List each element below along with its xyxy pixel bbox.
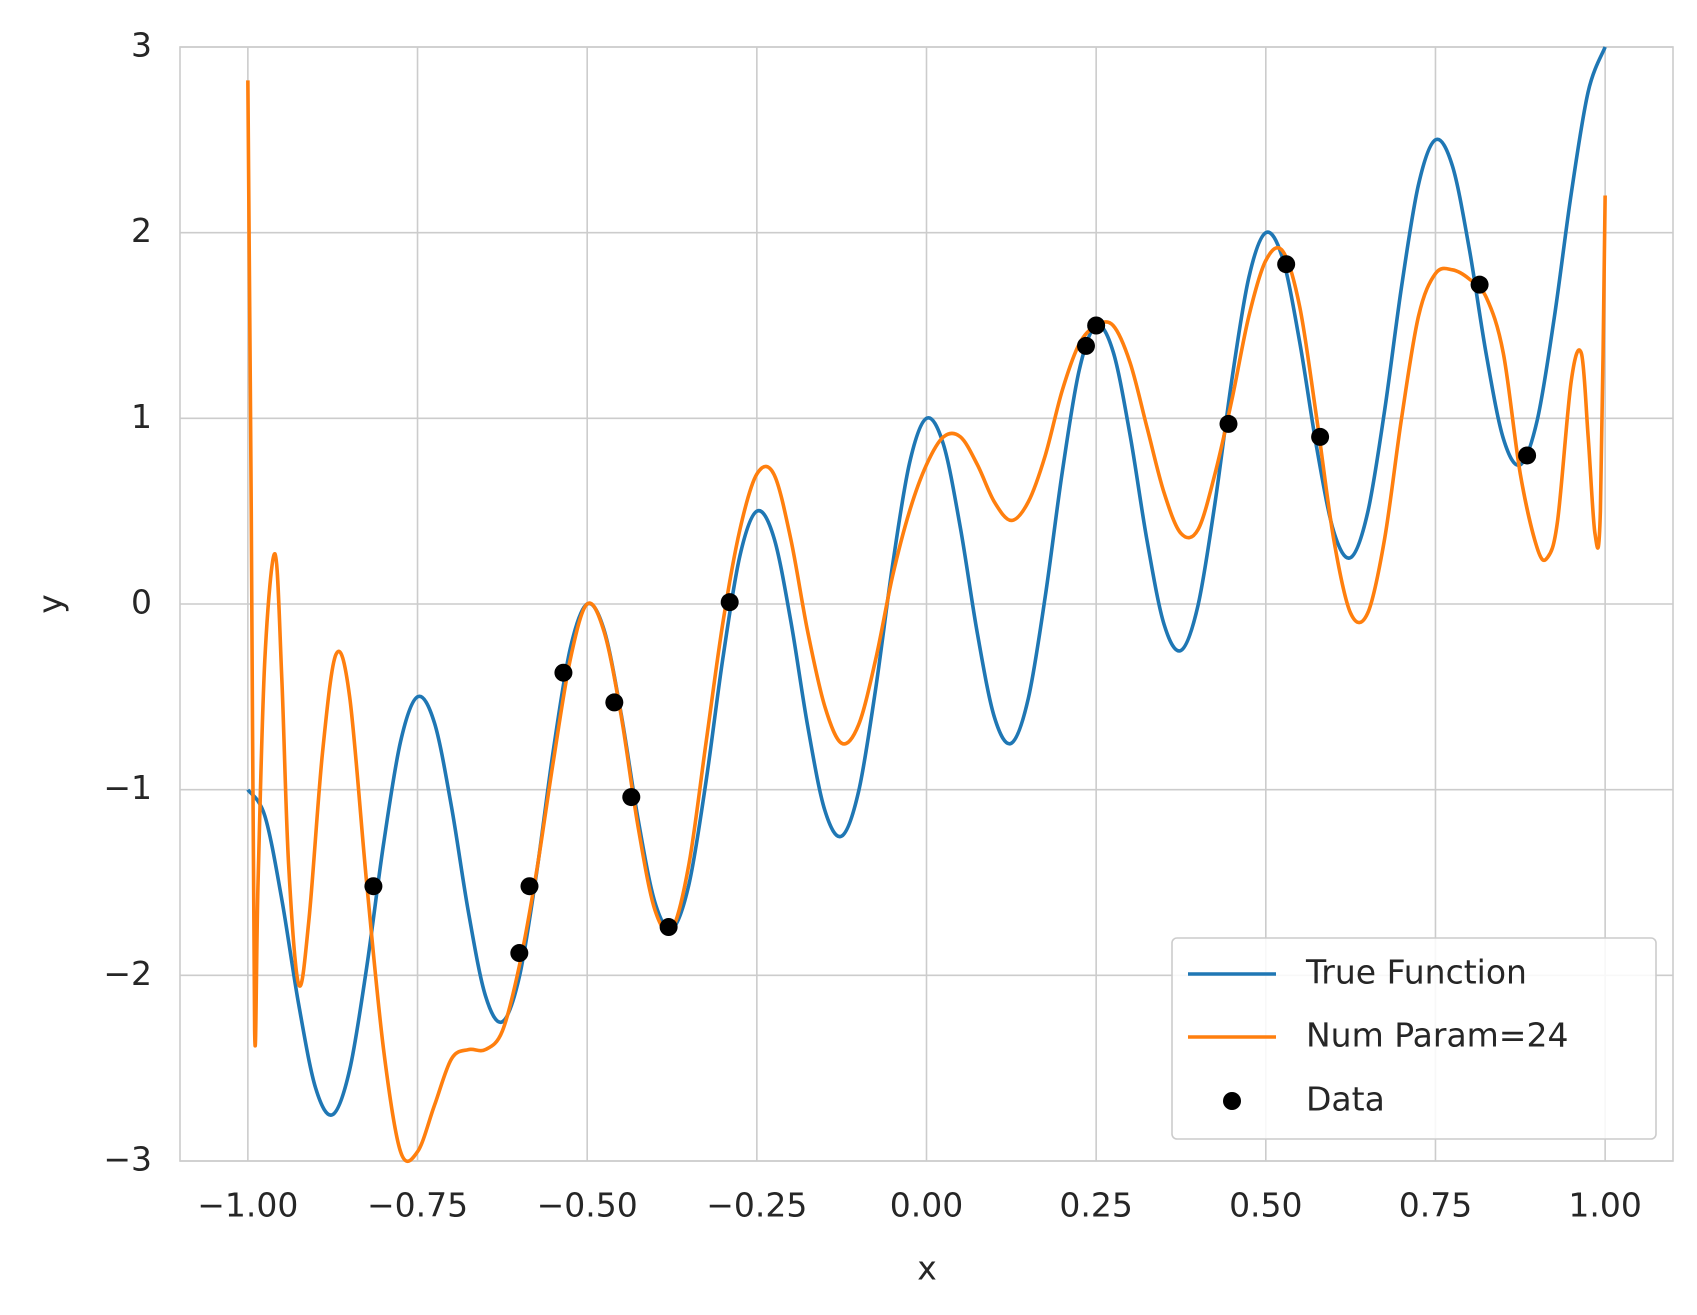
y-tick-label: −1 <box>103 768 152 807</box>
x-tick-label: 0.50 <box>1229 1186 1302 1225</box>
y-tick-label: 2 <box>131 211 152 250</box>
x-tick-label: 0.00 <box>890 1186 963 1225</box>
y-axis-label: y <box>31 594 70 614</box>
data-point <box>520 877 539 896</box>
data-point <box>622 788 641 807</box>
data-point <box>1311 427 1330 446</box>
legend-label: Data <box>1306 1080 1385 1119</box>
legend-label: True Function <box>1305 953 1527 992</box>
data-point <box>1470 275 1489 294</box>
x-tick-label: 1.00 <box>1568 1186 1641 1225</box>
y-tick-label: −3 <box>103 1140 152 1179</box>
data-point <box>720 593 739 612</box>
legend-label: Num Param=24 <box>1306 1016 1568 1055</box>
y-tick-label: −2 <box>103 954 152 993</box>
legend-box <box>1171 937 1657 1140</box>
x-tick-label: −1.00 <box>197 1186 298 1225</box>
x-axis-label: x <box>917 1249 937 1288</box>
data-point <box>554 663 573 682</box>
x-tick-label: 0.75 <box>1399 1186 1472 1225</box>
data-point <box>1076 336 1095 355</box>
x-tick-label: 0.25 <box>1059 1186 1132 1225</box>
y-tick-label: 1 <box>131 397 152 436</box>
x-tick-label: −0.50 <box>537 1186 638 1225</box>
data-point <box>1087 316 1106 335</box>
data-point <box>659 918 678 937</box>
x-tick-label: −0.75 <box>367 1186 468 1225</box>
y-tick-label: 3 <box>131 26 152 65</box>
data-point <box>1219 414 1238 433</box>
data-point <box>510 944 529 963</box>
y-tick-label: 0 <box>131 583 152 622</box>
legend-swatch <box>1223 1092 1241 1110</box>
line <box>246 80 1607 1164</box>
data-point <box>1518 446 1537 465</box>
line <box>246 46 1607 1117</box>
data-point <box>605 693 624 712</box>
data-point <box>1277 255 1296 274</box>
x-tick-label: −0.25 <box>706 1186 807 1225</box>
data-point <box>364 877 383 896</box>
plot-frame <box>179 46 1674 1162</box>
